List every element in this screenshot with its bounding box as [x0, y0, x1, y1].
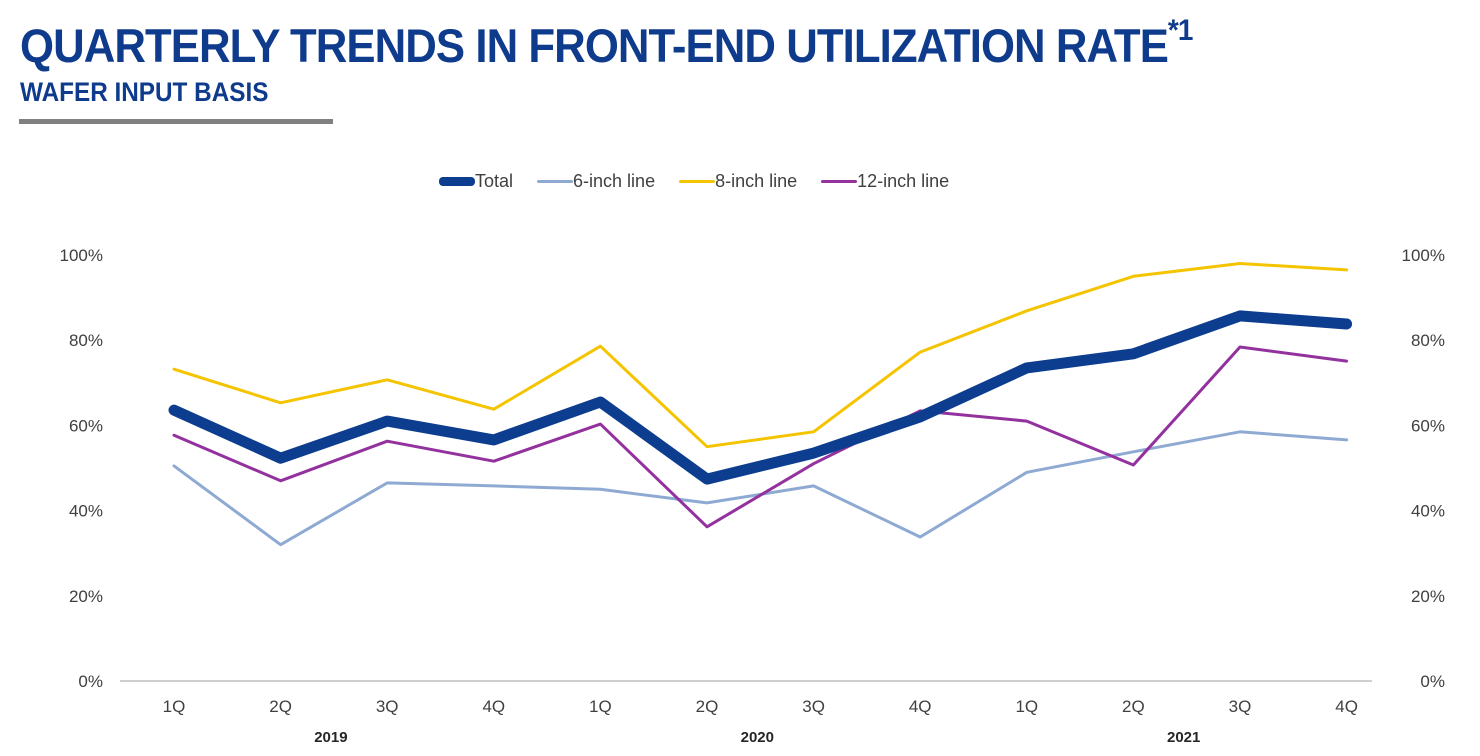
series-line-total — [168, 310, 1353, 485]
y-tick-label-left: 20% — [69, 587, 103, 606]
x-tick-label: 4Q — [1335, 697, 1358, 716]
y-tick-label-right: 0% — [1420, 672, 1445, 691]
x-tick-label: 3Q — [1229, 697, 1252, 716]
legend-label-12inch: 12-inch line — [857, 171, 950, 191]
series-line-8-inch-line — [172, 262, 1349, 449]
y-tick-label-left: 60% — [69, 416, 103, 435]
legend-label-total: Total — [475, 171, 514, 191]
y-tick-label-left: 0% — [78, 672, 103, 691]
x-tick-label: 2Q — [269, 697, 292, 716]
year-label: 2020 — [741, 729, 774, 746]
x-tick-label: 1Q — [1015, 697, 1038, 716]
legend-swatch-12inch — [821, 180, 858, 183]
y-tick-label-left: 80% — [69, 331, 103, 350]
y-tick-label-right: 100% — [1402, 246, 1445, 265]
x-tick-label: 1Q — [589, 697, 612, 716]
title-footnote: *1 — [1167, 14, 1193, 47]
y-tick-label-right: 20% — [1411, 587, 1445, 606]
legend-item-8inch: 8-inch line — [679, 171, 797, 192]
legend-swatch-6inch — [537, 180, 574, 183]
y-tick-label-right: 40% — [1411, 502, 1445, 521]
year-label: 2019 — [314, 729, 347, 746]
x-tick-label: 1Q — [163, 697, 186, 716]
legend-item-6inch: 6-inch line — [537, 171, 655, 192]
legend-swatch-total — [439, 177, 475, 186]
x-tick-label: 4Q — [482, 697, 505, 716]
legend-label-6inch: 6-inch line — [573, 171, 656, 191]
legend-label-8inch: 8-inch line — [715, 171, 798, 191]
legend-item-total: Total — [439, 171, 513, 192]
series-line-12-inch-line — [172, 345, 1349, 529]
x-tick-label: 2Q — [696, 697, 719, 716]
title-underline — [19, 119, 333, 124]
chart-legend: Total 6-inch line 8-inch line 12-inch li… — [439, 171, 973, 192]
y-tick-label-left: 100% — [60, 246, 103, 265]
y-tick-label-right: 60% — [1411, 416, 1445, 435]
x-tick-label: 2Q — [1122, 697, 1145, 716]
x-tick-label: 4Q — [909, 697, 932, 716]
page-subtitle: WAFER INPUT BASIS — [20, 77, 269, 107]
y-tick-label-left: 40% — [69, 502, 103, 521]
legend-swatch-8inch — [679, 180, 716, 183]
x-tick-label: 3Q — [376, 697, 399, 716]
legend-item-12inch: 12-inch line — [821, 171, 949, 192]
page-title: QUARTERLY TRENDS IN FRONT-END UTILIZATIO… — [20, 14, 1193, 73]
year-label: 2021 — [1167, 729, 1200, 746]
y-tick-label-right: 80% — [1411, 331, 1445, 350]
x-tick-label: 3Q — [802, 697, 825, 716]
title-text: QUARTERLY TRENDS IN FRONT-END UTILIZATIO… — [20, 19, 1169, 72]
series-line-6-inch-line — [172, 430, 1349, 547]
